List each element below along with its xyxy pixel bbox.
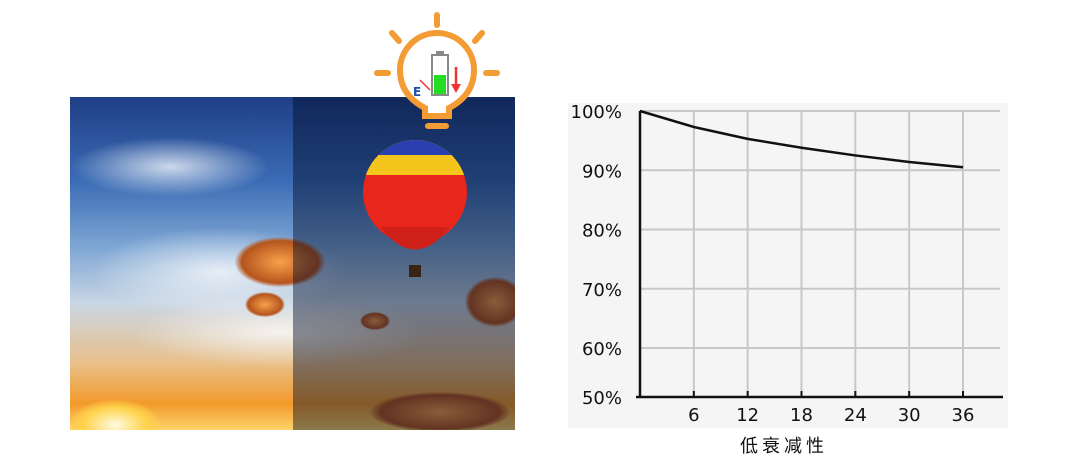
x-tick-label: 30 <box>898 405 921 426</box>
balloon <box>363 140 467 277</box>
x-tick-label: 36 <box>952 405 975 426</box>
y-tick-label: 70% <box>582 280 622 301</box>
y-tick-label: 60% <box>582 339 622 360</box>
y-tick-label: 100% <box>571 102 622 123</box>
x-tick-label: 6 <box>688 405 699 426</box>
decay-curve <box>639 109 964 169</box>
y-tick-label: 80% <box>582 221 622 242</box>
svg-text:E: E <box>413 85 421 99</box>
lightbulb-battery-icon: E <box>374 12 500 129</box>
x-tick-label: 24 <box>844 405 867 426</box>
x-tick-label: 12 <box>736 405 759 426</box>
x-tick-label: 18 <box>790 405 813 426</box>
y-tick-label: 90% <box>582 161 622 182</box>
x-axis-label: 低衰减性 <box>740 436 828 457</box>
hot-air-balloon-photo <box>70 97 515 430</box>
y-tick-label: 50% <box>582 388 622 409</box>
chart-background <box>568 103 1008 428</box>
